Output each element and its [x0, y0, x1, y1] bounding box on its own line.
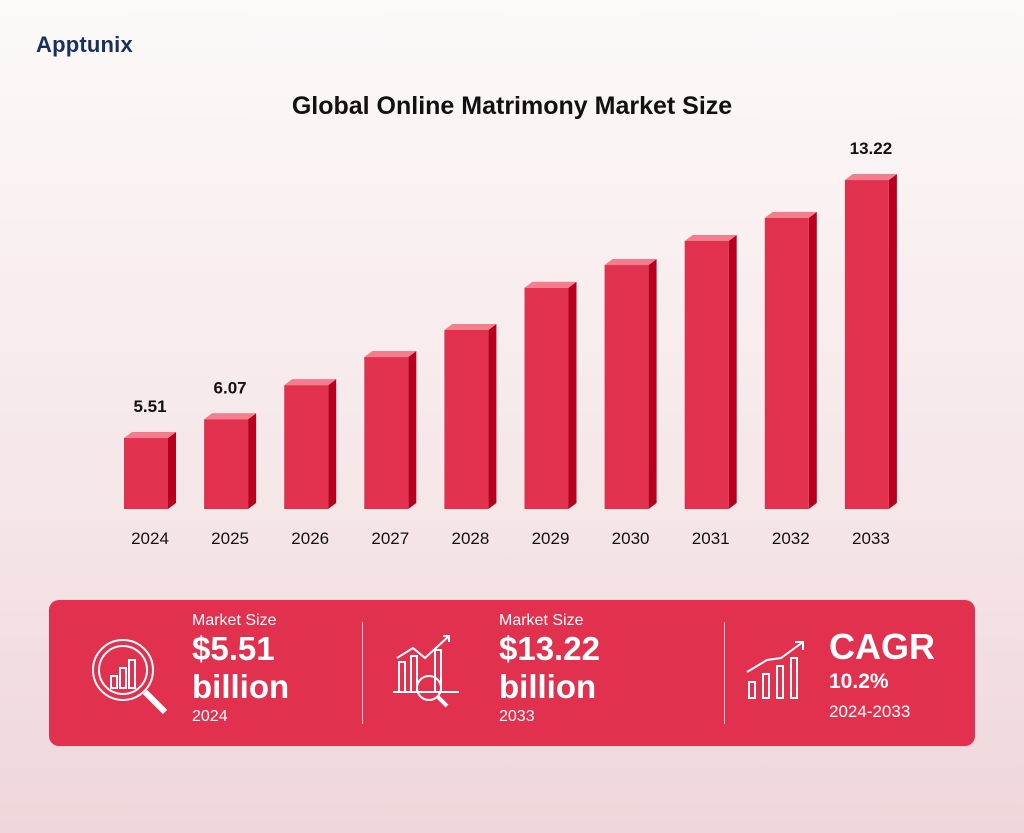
x-tick-label: 2028 — [451, 529, 489, 548]
magnifier-chart-icon — [92, 639, 168, 715]
bar-top — [444, 323, 497, 330]
bar-top — [844, 174, 897, 181]
x-tick-label: 2029 — [532, 529, 570, 548]
bar-2025 — [204, 419, 249, 509]
x-tick-label: 2030 — [612, 529, 650, 548]
trend-up-bars-icon — [746, 641, 804, 699]
bar-side — [248, 413, 257, 509]
bar-side — [328, 379, 337, 509]
bar-top — [604, 259, 657, 266]
x-tick-label: 2026 — [291, 529, 329, 548]
bar-2024 — [124, 438, 168, 509]
stat-value: $13.22 — [499, 630, 600, 667]
apptunix-logo: Apptunix — [36, 32, 133, 57]
bar-side — [808, 211, 817, 510]
bar-side — [728, 234, 737, 509]
bar-2029 — [524, 287, 569, 509]
stat-2033: Market Size $13.22 billion 2033 — [499, 600, 600, 746]
data-label: 13.22 — [850, 139, 893, 158]
bar-top — [284, 379, 337, 386]
stat-label: Market Size — [192, 612, 277, 629]
bar-2028 — [444, 329, 489, 509]
chart-title: Global Online Matrimony Market Size — [291, 92, 733, 120]
bar-2032 — [764, 217, 809, 510]
growth-analysis-icon — [393, 635, 459, 708]
bar-2027 — [364, 357, 409, 509]
stat-2024: Market Size $5.51 billion 2024 — [192, 600, 289, 746]
cagr-period: 2024-2033 — [829, 702, 911, 721]
bar-chart: 2024 5.51 2025 6.07 2026 2027 2028 2029 2030 2031… — [124, 139, 897, 548]
bar-2026 — [284, 385, 329, 509]
bar-side — [888, 174, 897, 509]
x-tick-label: 2032 — [772, 529, 810, 548]
bar-top — [764, 211, 817, 218]
data-label: 5.51 — [133, 397, 166, 416]
bar-top — [364, 351, 417, 358]
data-label: 6.07 — [214, 378, 247, 397]
stats-panel: Market Size $5.51 billion 2024 Market Si… — [49, 600, 975, 746]
divider — [362, 622, 363, 724]
stat-unit: billion — [499, 668, 597, 705]
cagr-label: CAGR — [829, 626, 935, 667]
bar-side — [168, 432, 176, 509]
bar-top — [124, 432, 176, 439]
x-tick-label: 2025 — [211, 529, 249, 548]
stat-cagr: CAGR 10.2% 2024-2033 — [829, 600, 935, 746]
cagr-value: 10.2% — [829, 670, 889, 693]
bar-top — [684, 234, 737, 241]
stat-label: Market Size — [499, 612, 584, 629]
stat-year: 2024 — [192, 708, 228, 725]
bar-side — [648, 259, 657, 509]
divider — [724, 622, 725, 724]
bar-side — [488, 323, 497, 509]
bar-side — [568, 281, 577, 509]
bar-side — [408, 351, 417, 509]
bar-2030 — [604, 265, 649, 509]
stat-unit: billion — [192, 668, 290, 705]
x-tick-label: 2024 — [131, 529, 169, 548]
bar-2031 — [684, 240, 729, 509]
stat-value: $5.51 — [192, 630, 275, 667]
stat-year: 2033 — [499, 708, 535, 725]
x-tick-label: 2031 — [692, 529, 730, 548]
bar-top — [204, 413, 257, 420]
bar-2033 — [844, 180, 889, 509]
x-tick-label: 2033 — [852, 529, 890, 548]
bar-top — [524, 281, 577, 288]
x-tick-label: 2027 — [371, 529, 409, 548]
